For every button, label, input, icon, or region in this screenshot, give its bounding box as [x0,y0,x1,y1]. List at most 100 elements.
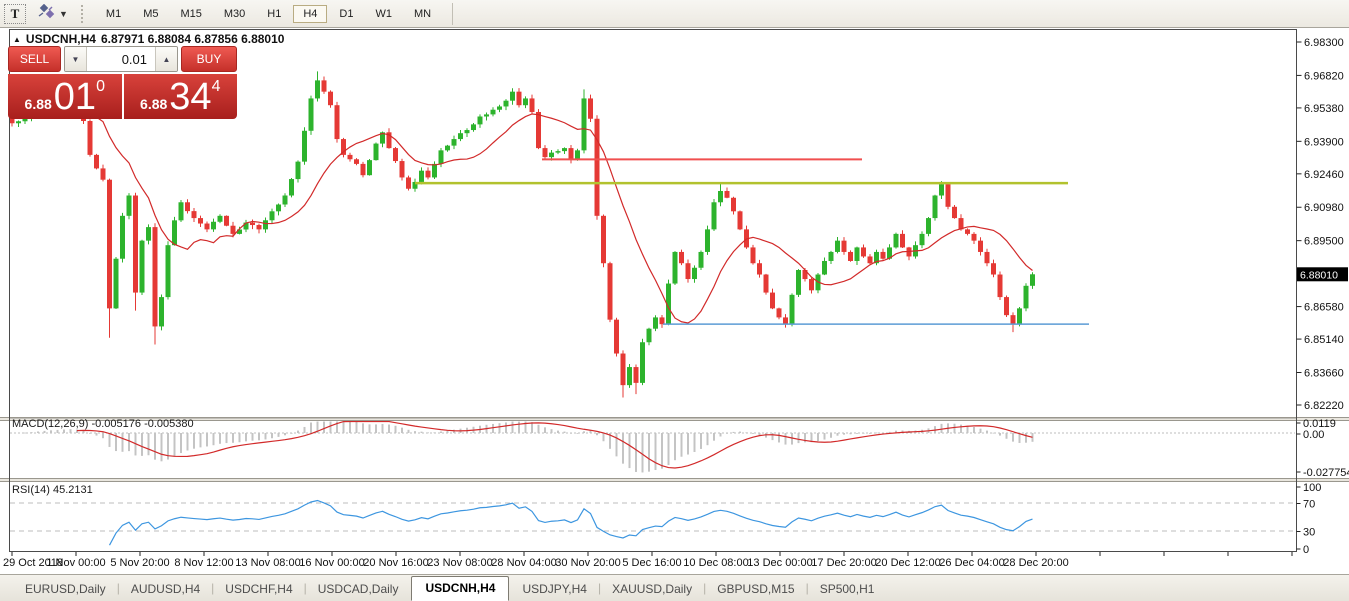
macd-histogram-bar [635,433,637,472]
candle-body [204,223,210,230]
candle-body [568,148,574,160]
macd-histogram-bar [862,432,865,434]
macd-histogram-bar [180,433,182,454]
candle-body [445,145,450,151]
buy-button[interactable]: BUY [181,46,237,72]
date-axis-label: 17 Dec 20:00 [811,557,876,569]
timeframe-button-M15[interactable]: M15 [170,5,211,23]
timeframe-button-M1[interactable]: M1 [96,5,131,23]
volume-decrease-button[interactable]: ▼ [65,47,87,71]
collapse-triangle-icon[interactable]: ▲ [13,34,21,44]
arrange-tool-button[interactable]: ▼ [34,3,71,24]
candle-body [848,251,853,261]
candle-body [152,227,158,327]
macd-histogram-bar [297,430,299,433]
one-click-trading-panel: SELL ▼ ▲ BUY 6.88 01 0 6.88 34 4 [8,46,237,119]
macd-histogram-bar [414,431,416,433]
macd-histogram-bar [882,432,884,434]
rsi-indicator-label: RSI(14) 45.2131 [12,484,93,496]
macd-histogram-bar [394,425,397,433]
candle-body [861,247,866,257]
candle-body [191,211,197,219]
macd-histogram-bar [706,433,709,446]
chart-tab-SP500-H1[interactable]: SP500,H1 [819,582,875,596]
price-axis-label: 6.95380 [1304,103,1344,115]
chart-tab-USDCNH-H4[interactable]: USDCNH,H4 [411,576,510,601]
macd-histogram-bar [739,431,741,433]
timeframe-button-W1[interactable]: W1 [365,5,402,23]
chart-tab-EURUSD-Daily[interactable]: EURUSD,Daily [25,582,106,596]
candle-body [399,161,405,178]
candle-body [614,319,619,354]
macd-panel [10,421,1295,473]
macd-histogram-bar [225,433,228,444]
timeframe-button-M5[interactable]: M5 [133,5,168,23]
ask-price-display[interactable]: 6.88 34 4 [123,74,237,119]
volume-stepper: ▼ ▲ [64,46,178,72]
timeframe-button-H1[interactable]: H1 [257,5,291,23]
candle-body [419,170,424,182]
macd-histogram-bar [791,433,793,445]
candle-body [770,292,775,309]
candle-body [237,229,242,234]
candle-body [555,151,561,153]
volume-input[interactable] [87,47,155,71]
macd-indicator-label: MACD(12,26,9) -0.005176 -0.005380 [12,418,194,430]
tab-divider: | [116,580,120,595]
candle-body [10,116,15,124]
chart-tab-USDCHF-H4[interactable]: USDCHF,H4 [225,582,293,596]
macd-histogram-bar [622,433,624,464]
macd-histogram-bar [823,433,826,440]
chart-canvas[interactable]: 6.98300 6.96820 6.95380 6.93900 6.92460 6.909… [0,28,1349,574]
chart-tab-USDJPY-H4[interactable]: USDJPY,H4 [522,582,587,596]
candle-body [360,163,366,176]
timeframe-button-H4[interactable]: H4 [293,4,328,23]
bid-price-display[interactable]: 6.88 01 0 [8,74,122,119]
ask-price-bigfigure: 6.88 [140,96,168,112]
macd-histogram-bar [849,433,852,435]
macd-histogram-bar [355,421,358,433]
chart-tab-GBPUSD-M15[interactable]: GBPUSD,M15 [717,582,795,596]
bid-price-bigfigure: 6.88 [24,96,52,112]
chart-background [0,28,1349,574]
candle-body [230,225,236,234]
date-axis-label: 30 Nov 20:00 [555,557,620,569]
candle-body [295,161,301,180]
tab-divider: | [703,580,707,595]
macd-histogram-bar [901,430,904,433]
macd-histogram-bar [323,421,325,433]
candle-body [165,245,171,298]
chart-tab-XAUUSD-Daily[interactable]: XAUUSD,Daily [612,582,693,596]
date-axis-label: 5 Nov 20:00 [110,557,169,569]
rsi-panel [10,499,1295,546]
timeframe-button-D1[interactable]: D1 [329,5,363,23]
volume-increase-button[interactable]: ▲ [155,47,177,71]
candle-body [217,215,223,222]
macd-histogram-bar [121,433,124,452]
macd-histogram-bar [492,423,494,433]
candle-body [386,132,392,149]
macd-histogram-bar [778,433,780,443]
timeframe-button-M30[interactable]: M30 [214,5,255,23]
sell-button[interactable]: SELL [8,46,61,72]
chart-tab-AUDUSD-H4[interactable]: AUDUSD,H4 [130,582,201,596]
macd-histogram-bar [524,421,527,433]
macd-histogram-bar [732,431,735,433]
chart-tab-USDCAD-Daily[interactable]: USDCAD,Daily [317,582,399,596]
candle-body [802,270,808,280]
chevron-down-icon[interactable]: ▼ [59,8,68,19]
macd-histogram-bar [264,433,267,440]
toolbar-grip[interactable] [80,4,87,23]
chart-title-symbol: USDCNH,H4 [25,32,96,46]
macd-histogram-bar [986,430,988,433]
macd-histogram-bar [388,424,390,433]
macd-histogram-bar [596,433,598,436]
candle-body [828,251,834,261]
timeframe-toolbar: M1 M5 M15 M30 H1 H4 D1 W1 MN [95,2,442,26]
macd-histogram-bar [115,433,117,452]
text-tool-button[interactable]: T [4,3,26,24]
candle-body [224,215,229,226]
candle-body [516,91,522,106]
timeframe-button-MN[interactable]: MN [404,5,441,23]
ask-price-point: 4 [211,78,221,95]
